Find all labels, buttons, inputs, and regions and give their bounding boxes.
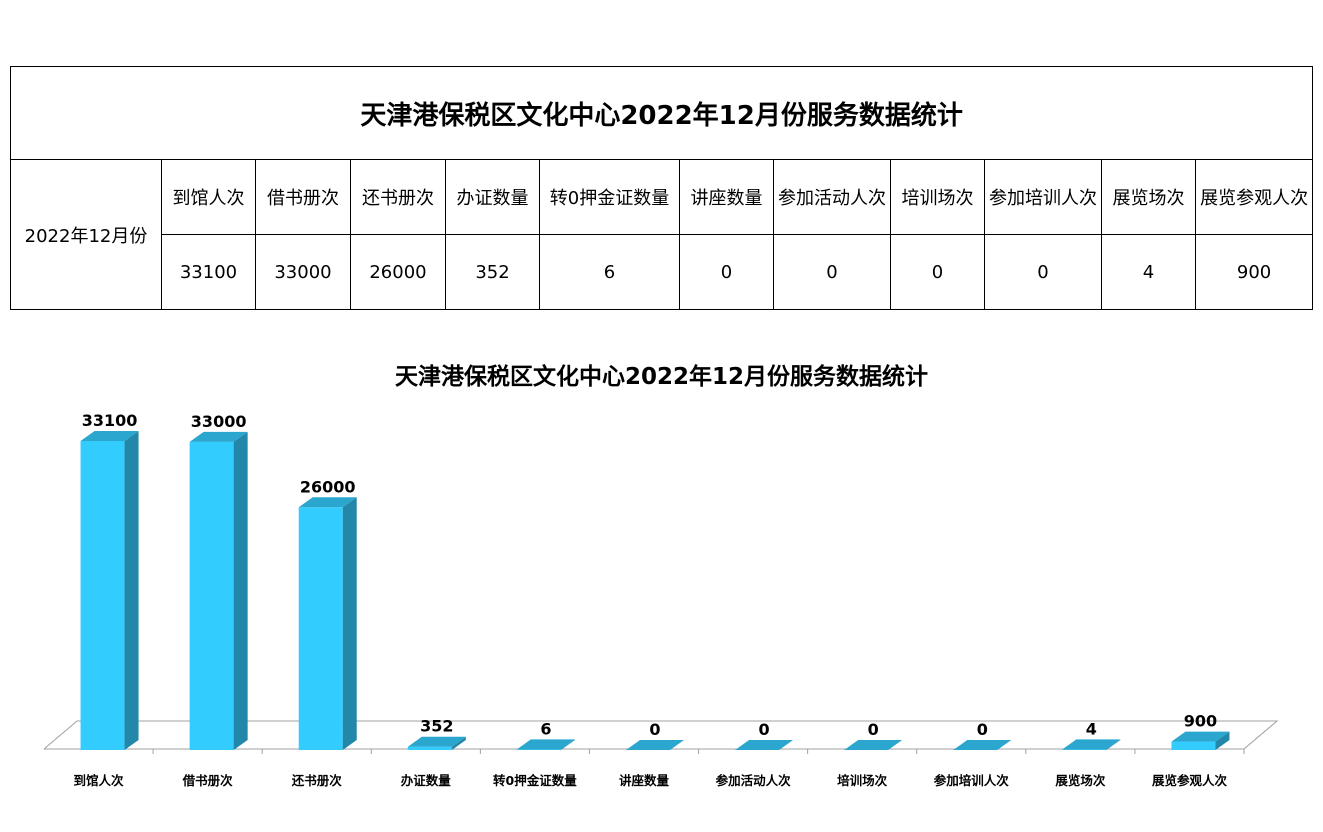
x-tick-label: 到馆人次 <box>74 773 125 788</box>
table-header-cell: 讲座数量 <box>679 159 774 235</box>
table-header-cell: 还书册次 <box>350 159 446 235</box>
bar-value-label: 0 <box>649 720 660 739</box>
bar-side-9 <box>1106 739 1121 750</box>
table-value-cell: 352 <box>445 234 540 310</box>
table-title: 天津港保税区文化中心2022年12月份服务数据统计 <box>9 66 1314 160</box>
x-tick-label: 还书册次 <box>291 773 343 788</box>
table-value-cell: 33000 <box>255 234 351 310</box>
table-header-cell: 借书册次 <box>255 159 351 235</box>
period-cell: 2022年12月份 <box>10 159 162 310</box>
bar-front-1 <box>189 441 234 750</box>
bar-value-label: 33000 <box>191 412 247 431</box>
table-header-cell: 转0押金证数量 <box>539 159 680 235</box>
bar-front-4 <box>516 749 561 750</box>
bar-value-label: 900 <box>1184 712 1217 731</box>
table-header-cell: 培训场次 <box>890 159 985 235</box>
x-tick-label: 展览场次 <box>1055 773 1106 788</box>
table-header-cell: 展览场次 <box>1101 159 1196 235</box>
table-value-cell: 900 <box>1194 234 1314 310</box>
bar-value-label: 0 <box>977 720 988 739</box>
table-header-row: 2022年12月份 到馆人次 借书册次 还书册次 办证数量 转0押金证数量 讲座数量 参加活… <box>10 159 1314 310</box>
bar-top-9 <box>1062 739 1121 750</box>
x-tick-label: 参加活动人次 <box>716 773 792 788</box>
bar-top-6 <box>735 740 794 750</box>
table-value-cell: 4 <box>1101 234 1196 310</box>
table-value-cell: 6 <box>539 234 680 310</box>
bar-front-10 <box>1171 741 1216 750</box>
bar-value-label: 6 <box>540 719 551 738</box>
x-tick-label: 参加培训人次 <box>934 773 1010 788</box>
bar-side-4 <box>560 739 575 750</box>
bar-top-4 <box>516 739 575 750</box>
bar-value-label: 26000 <box>300 477 356 496</box>
bar-side-2 <box>342 497 357 750</box>
bar-value-label: 352 <box>420 717 453 736</box>
bar-value-label: 0 <box>868 720 879 739</box>
bar-front-2 <box>298 507 343 750</box>
stats-table: 天津港保税区文化中心2022年12月份服务数据统计 2022年12月份 到馆人次… <box>9 66 1314 310</box>
x-tick-label: 展览参观人次 <box>1152 773 1228 788</box>
bar-front-0 <box>80 441 125 750</box>
bar-value-label: 4 <box>1086 719 1097 738</box>
table-header-cell: 参加活动人次 <box>773 159 891 235</box>
bar-side-0 <box>124 431 139 750</box>
table-value-cell: 0 <box>773 234 891 310</box>
x-tick-label: 转0押金证数量 <box>493 773 577 788</box>
table-header-cell: 办证数量 <box>445 159 540 235</box>
bar-value-label: 0 <box>759 720 770 739</box>
bar-value-label: 33100 <box>82 411 138 430</box>
x-tick-label: 借书册次 <box>182 773 234 788</box>
table-value-cell: 0 <box>679 234 774 310</box>
chart-floor <box>43 720 1279 750</box>
bar-chart: 33100 到馆人次 33000 借书册次 26000 还书册次 352 办证数量 6 转0押金证… <box>43 411 1279 788</box>
bar-side-1 <box>233 431 248 750</box>
x-tick-label: 办证数量 <box>401 773 452 788</box>
bar-front-9 <box>1062 749 1107 750</box>
table-value-cell: 0 <box>984 234 1102 310</box>
table-value-cell: 26000 <box>350 234 446 310</box>
chart-title: 天津港保税区文化中心2022年12月份服务数据统计 <box>394 364 929 390</box>
x-tick-label: 培训场次 <box>837 773 888 788</box>
table-value-cell: 0 <box>890 234 985 310</box>
bar-side-10 <box>1215 731 1230 750</box>
bar-top-10 <box>1171 731 1230 742</box>
table-value-row: 33100 33000 26000 352 6 0 0 0 0 4 900 <box>11 234 1314 310</box>
bar-top-5 <box>626 740 684 750</box>
bar-top-7 <box>844 740 903 750</box>
bar-top-2 <box>298 497 357 508</box>
x-tick-label: 讲座数量 <box>619 773 670 788</box>
table-header-cell: 展览参观人次 <box>1194 159 1314 235</box>
table-value-cell: 33100 <box>161 234 256 310</box>
table-header-cell: 到馆人次 <box>161 159 256 235</box>
bar-top-8 <box>953 740 1012 750</box>
table-header-cell: 参加培训人次 <box>984 159 1102 235</box>
bar-top-1 <box>189 431 248 442</box>
bar-top-3 <box>407 736 466 747</box>
bar-side-3 <box>451 736 466 750</box>
bar-top-0 <box>80 431 139 441</box>
bar-front-3 <box>407 746 452 750</box>
